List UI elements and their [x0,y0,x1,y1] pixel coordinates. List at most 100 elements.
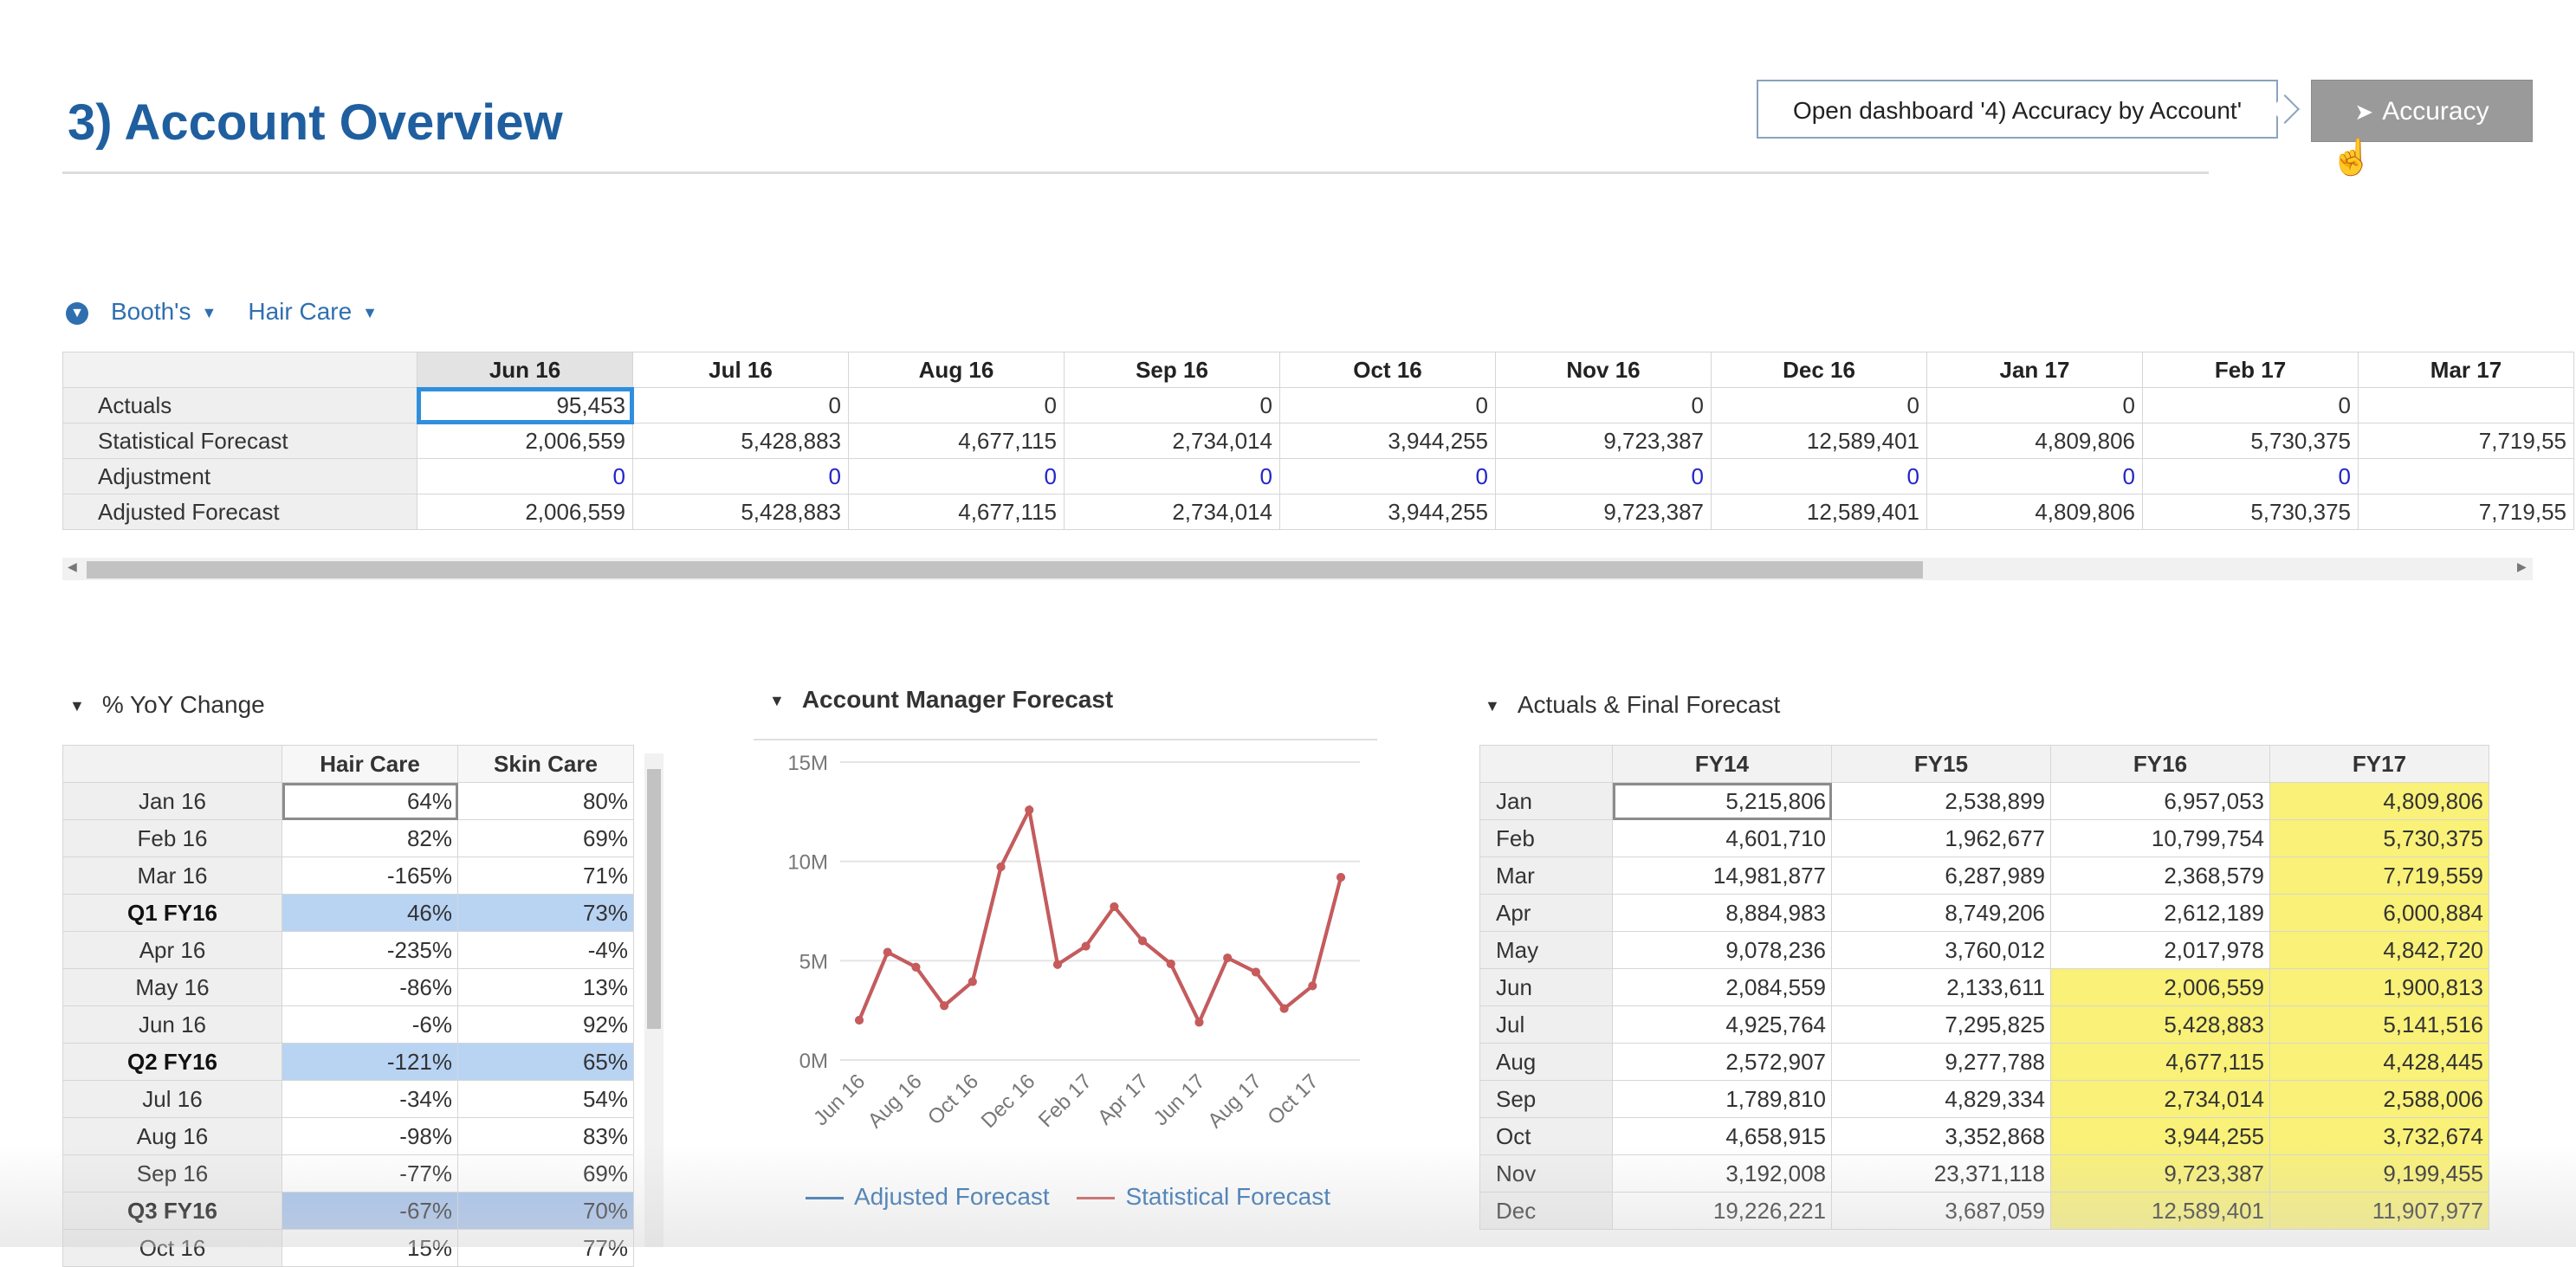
yoy-cell[interactable]: 80% [457,782,634,820]
aff-cell[interactable]: 23,371,118 [1831,1154,2051,1193]
aff-cell[interactable]: 2,572,907 [1612,1043,1832,1081]
grid-cell[interactable]: 0 [1495,387,1712,423]
grid-cell[interactable]: 0 [1064,387,1280,423]
accuracy-button[interactable]: ➤ Accuracy [2311,80,2533,142]
column-header[interactable]: Dec 16 [1711,352,1927,388]
collapse-triangle-icon[interactable]: ▼ [769,692,785,710]
aff-cell[interactable]: 4,925,764 [1612,1005,1832,1044]
column-header[interactable]: Nov 16 [1495,352,1712,388]
grid-cell[interactable]: 0 [1279,387,1496,423]
aff-cell[interactable]: 9,078,236 [1612,931,1832,969]
grid-cell[interactable]: 3,944,255 [1279,494,1496,530]
grid-cell[interactable]: 5,428,883 [632,423,849,459]
column-header[interactable]: FY15 [1831,745,2051,783]
grid-cell[interactable]: 12,589,401 [1711,423,1927,459]
grid-cell[interactable]: 5,730,375 [2142,494,2359,530]
aff-cell[interactable]: 4,677,115 [2050,1043,2270,1081]
yoy-cell[interactable]: 83% [457,1117,634,1155]
aff-cell[interactable]: 8,884,983 [1612,894,1832,932]
aff-cell[interactable]: 3,760,012 [1831,931,2051,969]
grid-cell[interactable]: 5,730,375 [2142,423,2359,459]
yoy-cell[interactable]: -67% [282,1192,458,1230]
data-point[interactable] [1337,873,1345,882]
data-point[interactable] [1166,959,1175,968]
grid-cell[interactable]: 0 [1926,387,2143,423]
aff-cell[interactable]: 4,829,334 [1831,1080,2051,1118]
aff-cell[interactable]: 4,809,806 [2269,782,2489,820]
aff-cell[interactable]: 12,589,401 [2050,1192,2270,1230]
data-point[interactable] [1194,1018,1204,1027]
data-point[interactable] [1223,953,1233,963]
aff-cell[interactable]: 14,981,877 [1612,857,1832,895]
grid-cell[interactable]: 9,723,387 [1495,494,1712,530]
legend-item-statistical[interactable]: Statistical Forecast [1077,1183,1330,1210]
yoy-cell[interactable]: 77% [457,1229,634,1267]
yoy-cell[interactable]: -98% [282,1117,458,1155]
yoy-cell[interactable]: 82% [282,819,458,857]
column-header[interactable]: FY16 [2050,745,2270,783]
column-header[interactable]: Feb 17 [2142,352,2359,388]
legend-item-adjusted[interactable]: Adjusted Forecast [806,1183,1050,1210]
scrollbar-thumb[interactable] [647,769,661,1029]
aff-cell[interactable]: 4,842,720 [2269,931,2489,969]
aff-cell[interactable]: 7,295,825 [1831,1005,2051,1044]
category-filter[interactable]: Hair Care [248,298,353,325]
aff-cell[interactable]: 6,000,884 [2269,894,2489,932]
aff-cell[interactable]: 4,428,445 [2269,1043,2489,1081]
yoy-panel-title[interactable]: ▼ % YoY Change [69,691,265,719]
yoy-cell[interactable]: 13% [457,968,634,1006]
yoy-cell[interactable]: 69% [457,1154,634,1193]
aff-cell[interactable]: 9,723,387 [2050,1154,2270,1193]
column-header[interactable]: Oct 16 [1279,352,1496,388]
aff-cell[interactable]: 5,730,375 [2269,819,2489,857]
yoy-cell[interactable]: -86% [282,968,458,1006]
grid-cell[interactable]: 0 [1279,458,1496,495]
data-point[interactable] [1081,941,1091,951]
aff-cell[interactable]: 3,687,059 [1831,1192,2051,1230]
aff-cell[interactable]: 9,199,455 [2269,1154,2489,1193]
data-point[interactable] [855,1015,864,1025]
aff-panel-title[interactable]: ▼ Actuals & Final Forecast [1485,691,1780,719]
yoy-cell[interactable]: -34% [282,1080,458,1118]
aff-cell[interactable]: 11,907,977 [2269,1192,2489,1230]
aff-cell[interactable]: 5,215,806 [1612,782,1832,820]
grid-cell[interactable]: 12,589,401 [1711,494,1927,530]
grid-cell[interactable] [2358,458,2574,495]
yoy-cell[interactable]: 46% [282,894,458,932]
grid-cell[interactable]: 2,734,014 [1064,494,1280,530]
grid-cell[interactable]: 95,453 [416,386,634,424]
chevron-down-icon[interactable]: ▼ [201,304,217,322]
aff-cell[interactable]: 1,789,810 [1612,1080,1832,1118]
collapse-triangle-icon[interactable]: ▼ [69,697,85,715]
grid-cell[interactable]: 0 [1064,458,1280,495]
aff-cell[interactable]: 6,287,989 [1831,857,2051,895]
data-point[interactable] [996,863,1006,872]
aff-cell[interactable]: 8,749,206 [1831,894,2051,932]
grid-cell[interactable]: 5,428,883 [632,494,849,530]
aff-cell[interactable]: 4,658,915 [1612,1117,1832,1155]
aff-cell[interactable]: 9,277,788 [1831,1043,2051,1081]
yoy-cell[interactable]: 92% [457,1005,634,1044]
data-point[interactable] [1110,902,1119,911]
grid-cell[interactable]: 7,719,55 [2358,494,2574,530]
grid-cell[interactable]: 0 [417,458,633,495]
scroll-right-icon[interactable]: ▶ [2517,559,2527,573]
aff-cell[interactable]: 5,141,516 [2269,1005,2489,1044]
yoy-cell[interactable]: -4% [457,931,634,969]
column-header[interactable]: Sep 16 [1064,352,1280,388]
grid-cell[interactable]: 4,677,115 [848,423,1065,459]
grid-cell[interactable]: 2,006,559 [417,494,633,530]
grid-cell[interactable] [2358,387,2574,423]
grid-cell[interactable]: 0 [1711,458,1927,495]
grid-cell[interactable]: 4,677,115 [848,494,1065,530]
yoy-cell[interactable]: -77% [282,1154,458,1193]
yoy-cell[interactable]: -6% [282,1005,458,1044]
aff-cell[interactable]: 2,588,006 [2269,1080,2489,1118]
aff-cell[interactable]: 4,601,710 [1612,819,1832,857]
column-header[interactable]: Jan 17 [1926,352,2143,388]
account-filter[interactable]: Booth's [111,298,191,325]
data-point[interactable] [1251,967,1260,977]
grid-cell[interactable]: 7,719,55 [2358,423,2574,459]
aff-cell[interactable]: 1,962,677 [1831,819,2051,857]
aff-cell[interactable]: 3,192,008 [1612,1154,1832,1193]
